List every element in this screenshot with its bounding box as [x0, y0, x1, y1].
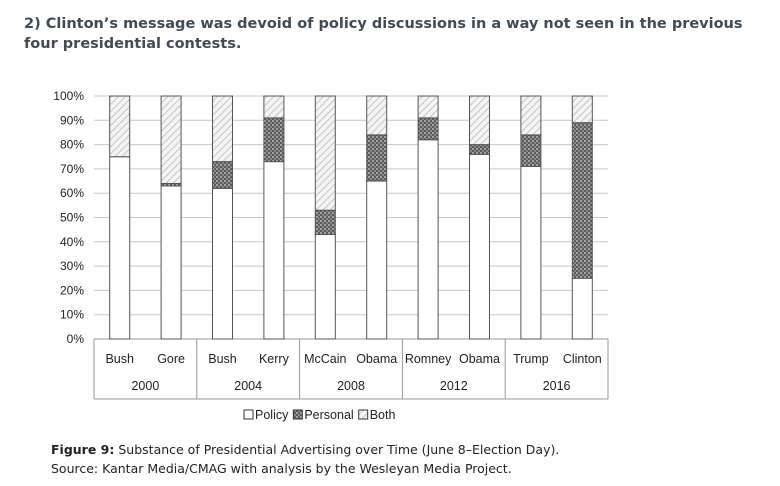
bar-personal-segment: [520, 134, 542, 167]
bar-policy-segment: [160, 185, 182, 340]
y-axis-tick-labels: 0% 10% 20% 30% 40% 50% 60% 70% 80% 90% 100%: [53, 89, 84, 346]
y-tick-label: 40%: [60, 235, 84, 249]
category-label: Obama: [356, 352, 397, 366]
category-label: Bush: [105, 352, 134, 366]
bar-both-segment: [469, 95, 490, 146]
bar-both-segment: [160, 95, 182, 184]
group-label: 2000: [131, 379, 159, 393]
bar-both-segment: [417, 95, 439, 119]
y-tick-label: 80%: [60, 138, 84, 152]
y-tick-label: 30%: [60, 259, 84, 273]
category-label: Gore: [157, 352, 185, 366]
caption-source: Source: Kantar Media/CMAG with analysis …: [51, 461, 512, 476]
bar-policy-segment: [571, 277, 593, 340]
category-label: Obama: [459, 352, 500, 366]
group-label: 2004: [234, 379, 262, 393]
bar-both-segment: [571, 95, 593, 124]
bar-personal-segment: [366, 134, 388, 182]
legend-swatch: [292, 409, 303, 420]
bar-both-segment: [520, 95, 542, 136]
bars: [109, 95, 593, 340]
bar-policy-segment: [469, 153, 490, 340]
bar-both-segment: [314, 95, 336, 211]
group-label: 2012: [440, 379, 468, 393]
category-label: McCain: [304, 352, 346, 366]
stacked-bar-chart: 0% 10% 20% 30% 40% 50% 60% 70% 80% 90% 100% Bush Go…: [53, 89, 609, 422]
category-label: Bush: [208, 352, 237, 366]
y-tick-label: 0%: [67, 332, 85, 346]
caption-label: Figure 9:: [51, 442, 115, 457]
bar-policy-segment: [109, 156, 131, 340]
category-label: Clinton: [563, 352, 602, 366]
y-tick-label: 100%: [53, 89, 84, 103]
bar-personal-segment: [417, 117, 439, 141]
caption-title: Substance of Presidential Advertising ov…: [118, 442, 560, 457]
figure-caption: Figure 9: Substance of Presidential Adve…: [51, 440, 751, 478]
legend: Policy Personal Both: [243, 408, 396, 422]
legend-label: Both: [370, 408, 396, 422]
legend-label: Personal: [304, 408, 353, 422]
bar-both-segment: [212, 95, 233, 163]
bar-policy-segment: [417, 139, 439, 340]
legend-swatch: [358, 409, 369, 420]
category-label: Romney: [405, 352, 452, 366]
y-tick-label: 50%: [60, 211, 84, 225]
bar-personal-segment: [469, 144, 490, 155]
y-tick-label: 10%: [60, 308, 84, 322]
group-label: 2016: [543, 379, 571, 393]
bar-personal-segment: [571, 122, 593, 279]
bar-policy-segment: [212, 187, 233, 340]
bar-personal-segment: [212, 161, 233, 189]
category-axis: Bush Gore Bush Kerry McCain Obama Romney Obama T…: [93, 339, 609, 400]
bar-both-segment: [263, 95, 285, 119]
group-label: 2008: [337, 379, 365, 393]
bar-both-segment: [366, 95, 388, 136]
bar-personal-segment: [263, 117, 285, 163]
category-label: Kerry: [259, 352, 290, 366]
y-tick-label: 20%: [60, 283, 84, 297]
legend-swatch: [243, 409, 254, 420]
bar-personal-segment: [314, 209, 336, 236]
bar-policy-segment: [314, 234, 336, 340]
bar-both-segment: [109, 95, 131, 158]
caption-title-line: Figure 9: Substance of Presidential Adve…: [51, 440, 751, 459]
bar-policy-segment: [366, 180, 388, 340]
category-label: Trump: [513, 352, 549, 366]
y-tick-label: 60%: [60, 186, 84, 200]
bar-policy-segment: [520, 165, 542, 340]
legend-label: Policy: [255, 408, 289, 422]
y-tick-label: 70%: [60, 162, 84, 176]
y-tick-label: 90%: [60, 113, 84, 127]
bar-policy-segment: [263, 161, 285, 340]
page-heading: 2) Clinton’s message was devoid of polic…: [24, 16, 743, 52]
